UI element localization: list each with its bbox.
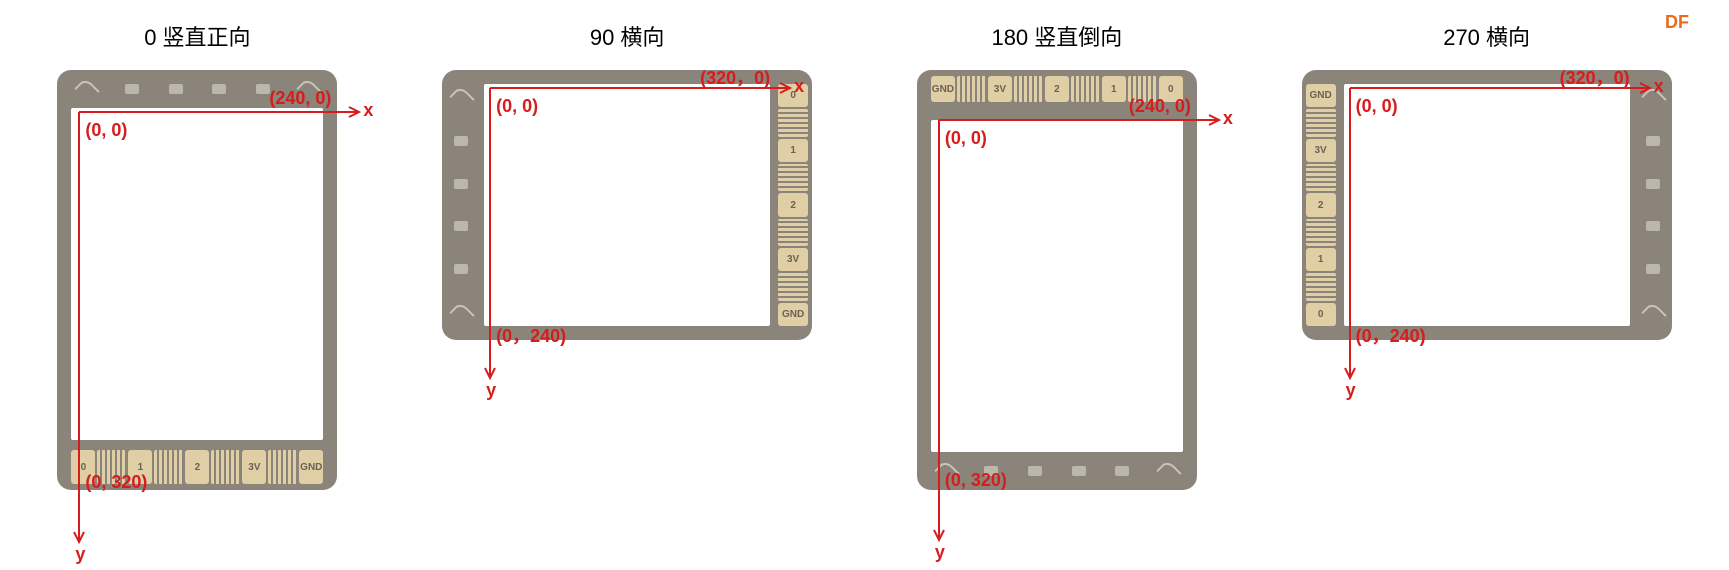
connector-pad: 2 (778, 193, 808, 216)
connector-stripes (778, 164, 808, 192)
screen (71, 108, 323, 440)
status-icon (1028, 466, 1042, 476)
coord-origin: (0, 0) (945, 128, 987, 149)
coord-y-end: (0, 320) (945, 470, 1007, 491)
coord-x-end: (320，0) (700, 64, 770, 90)
axis-x-label: x (794, 76, 804, 97)
connector-stripes (1306, 219, 1336, 247)
device-wrap: 0123VGND(0, 0)(240, 0)x(0, 320)y (57, 70, 337, 490)
orientation-panel: 270 横向GND3V210(0, 0)(320，0)x(0，240)y (1302, 20, 1672, 340)
connector-pad: GND (1306, 84, 1336, 107)
coord-y-end: (0，240) (496, 322, 566, 348)
connector-stripes (1306, 164, 1336, 192)
connector-stripes (778, 109, 808, 137)
status-icon (1646, 221, 1660, 231)
connector-pad: GND (299, 450, 323, 484)
orientation-panel: 90 横向0123VGND(0, 0)(320，0)x(0，240)y (442, 20, 812, 340)
coord-origin: (0, 0) (1356, 96, 1398, 117)
coord-x-end: (240, 0) (269, 88, 331, 109)
watermark: DF (1665, 12, 1689, 33)
connector-pad: 3V (242, 450, 266, 484)
axis-y-label: y (935, 542, 945, 563)
status-icon (454, 179, 468, 189)
wifi-icon (452, 90, 470, 104)
panel-title: 180 竖直倒向 (991, 20, 1122, 52)
connector-pad: GND (931, 76, 955, 102)
connector-stripes (1306, 109, 1336, 137)
status-icon (256, 84, 270, 94)
wifi-icon (77, 82, 95, 96)
connector-pad: 1 (778, 139, 808, 162)
axis-y-label: y (486, 380, 496, 401)
wifi-icon (452, 306, 470, 320)
panel-title: 90 横向 (590, 20, 665, 52)
status-icon (454, 264, 468, 274)
status-icon (1072, 466, 1086, 476)
status-icon (454, 221, 468, 231)
connector-edge: 0123VGND (778, 84, 808, 326)
status-icon (454, 136, 468, 146)
connector-edge: GND 3V 2 1 0 (1306, 84, 1336, 326)
screen (1344, 84, 1630, 326)
connector-stripes (1306, 273, 1336, 301)
status-icon (125, 84, 139, 94)
panel-title: 270 横向 (1443, 20, 1530, 52)
status-bar (448, 90, 474, 320)
panel-title: 0 竖直正向 (144, 20, 250, 52)
axis-x-label: x (363, 100, 373, 121)
coord-origin: (0, 0) (85, 120, 127, 141)
connector-stripes (154, 450, 183, 484)
connector-pad: 2 (1045, 76, 1069, 102)
connector-pad: 3V (778, 248, 808, 271)
coord-y-end: (0，240) (1356, 322, 1426, 348)
connector-stripes (268, 450, 297, 484)
device-wrap: GND3V210(0, 0)(320，0)x(0，240)y (1302, 70, 1672, 340)
connector-pad: 3V (1306, 139, 1336, 162)
connector-pad: 0 (1306, 303, 1336, 326)
axis-x-label: x (1223, 108, 1233, 129)
connector-pad: 1 (1102, 76, 1126, 102)
connector-stripes (211, 450, 240, 484)
connector-stripes (778, 273, 808, 301)
connector-pad: 2 (185, 450, 209, 484)
connector-pad: GND (778, 303, 808, 326)
wifi-icon (1644, 306, 1662, 320)
screen (931, 120, 1183, 452)
panels-row: 0 竖直正向 0 1 2 3V GND (0, 0) (240, 0) x (0, 320) y 90… (10, 20, 1719, 490)
coord-origin: (0, 0) (496, 96, 538, 117)
coord-y-end: (0, 320) (85, 472, 147, 493)
status-icon (212, 84, 226, 94)
connector-pad: 3V (988, 76, 1012, 102)
axis-y-label: y (1346, 380, 1356, 401)
connector-stripes (778, 219, 808, 247)
status-icon (1646, 179, 1660, 189)
connector-pad: 2 (1306, 193, 1336, 216)
orientation-panel: 0 竖直正向0123VGND(0, 0)(240, 0)x(0, 320)y (57, 20, 337, 490)
status-icon (1115, 466, 1129, 476)
connector-stripes (1071, 76, 1100, 102)
coord-x-end: (320，0) (1560, 64, 1630, 90)
status-icon (169, 84, 183, 94)
connector-stripes (957, 76, 986, 102)
status-icon (1646, 264, 1660, 274)
device-wrap: 0123VGND(0, 0)(320，0)x(0，240)y (442, 70, 812, 340)
device-wrap: GND3V210(0, 0)(240, 0)x(0, 320)y (917, 70, 1197, 490)
screen (484, 84, 770, 326)
orientation-panel: 180 竖直倒向GND3V210(0, 0)(240, 0)x(0, 320)y (917, 20, 1197, 490)
status-icon (1646, 136, 1660, 146)
status-bar (1640, 90, 1666, 320)
axis-y-label: y (75, 544, 85, 565)
coord-x-end: (240, 0) (1129, 96, 1191, 117)
connector-pad: 1 (1306, 248, 1336, 271)
wifi-icon (1159, 464, 1177, 478)
connector-stripes (1014, 76, 1043, 102)
axis-x-label: x (1654, 76, 1664, 97)
